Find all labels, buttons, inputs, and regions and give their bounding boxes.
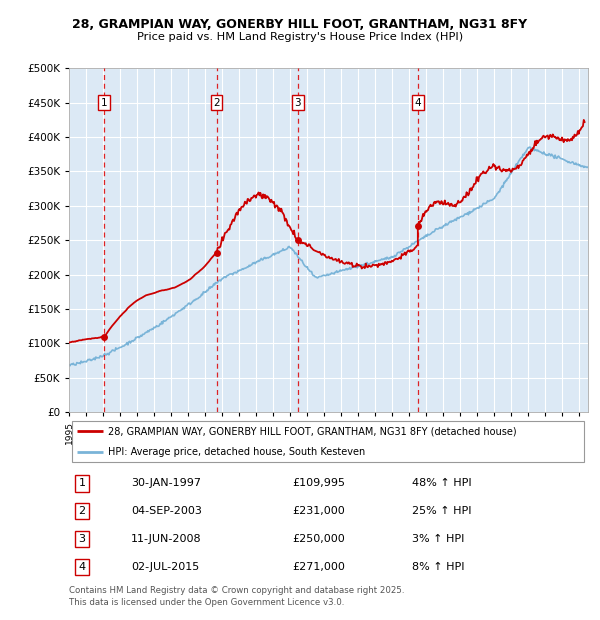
Text: 25% ↑ HPI: 25% ↑ HPI <box>412 507 471 516</box>
Text: £231,000: £231,000 <box>292 507 345 516</box>
Text: 1: 1 <box>79 479 85 489</box>
Text: 48% ↑ HPI: 48% ↑ HPI <box>412 479 471 489</box>
Text: 4: 4 <box>415 97 421 108</box>
Text: 11-JUN-2008: 11-JUN-2008 <box>131 534 202 544</box>
FancyBboxPatch shape <box>71 421 584 462</box>
Text: 2: 2 <box>79 507 86 516</box>
Text: £271,000: £271,000 <box>292 562 345 572</box>
Text: 02-JUL-2015: 02-JUL-2015 <box>131 562 200 572</box>
Text: HPI: Average price, detached house, South Kesteven: HPI: Average price, detached house, Sout… <box>108 446 365 457</box>
Text: 8% ↑ HPI: 8% ↑ HPI <box>412 562 464 572</box>
Text: 3: 3 <box>295 97 301 108</box>
Text: £250,000: £250,000 <box>292 534 345 544</box>
Text: 28, GRAMPIAN WAY, GONERBY HILL FOOT, GRANTHAM, NG31 8FY (detached house): 28, GRAMPIAN WAY, GONERBY HILL FOOT, GRA… <box>108 426 517 436</box>
Text: 3: 3 <box>79 534 85 544</box>
Text: 1: 1 <box>101 97 108 108</box>
Text: 04-SEP-2003: 04-SEP-2003 <box>131 507 202 516</box>
Text: 30-JAN-1997: 30-JAN-1997 <box>131 479 201 489</box>
Text: 28, GRAMPIAN WAY, GONERBY HILL FOOT, GRANTHAM, NG31 8FY: 28, GRAMPIAN WAY, GONERBY HILL FOOT, GRA… <box>73 19 527 31</box>
Text: Price paid vs. HM Land Registry's House Price Index (HPI): Price paid vs. HM Land Registry's House … <box>137 32 463 42</box>
Text: Contains HM Land Registry data © Crown copyright and database right 2025.
This d: Contains HM Land Registry data © Crown c… <box>69 586 404 607</box>
Text: 3% ↑ HPI: 3% ↑ HPI <box>412 534 464 544</box>
Text: 4: 4 <box>79 562 86 572</box>
Text: £109,995: £109,995 <box>292 479 345 489</box>
Text: 2: 2 <box>213 97 220 108</box>
